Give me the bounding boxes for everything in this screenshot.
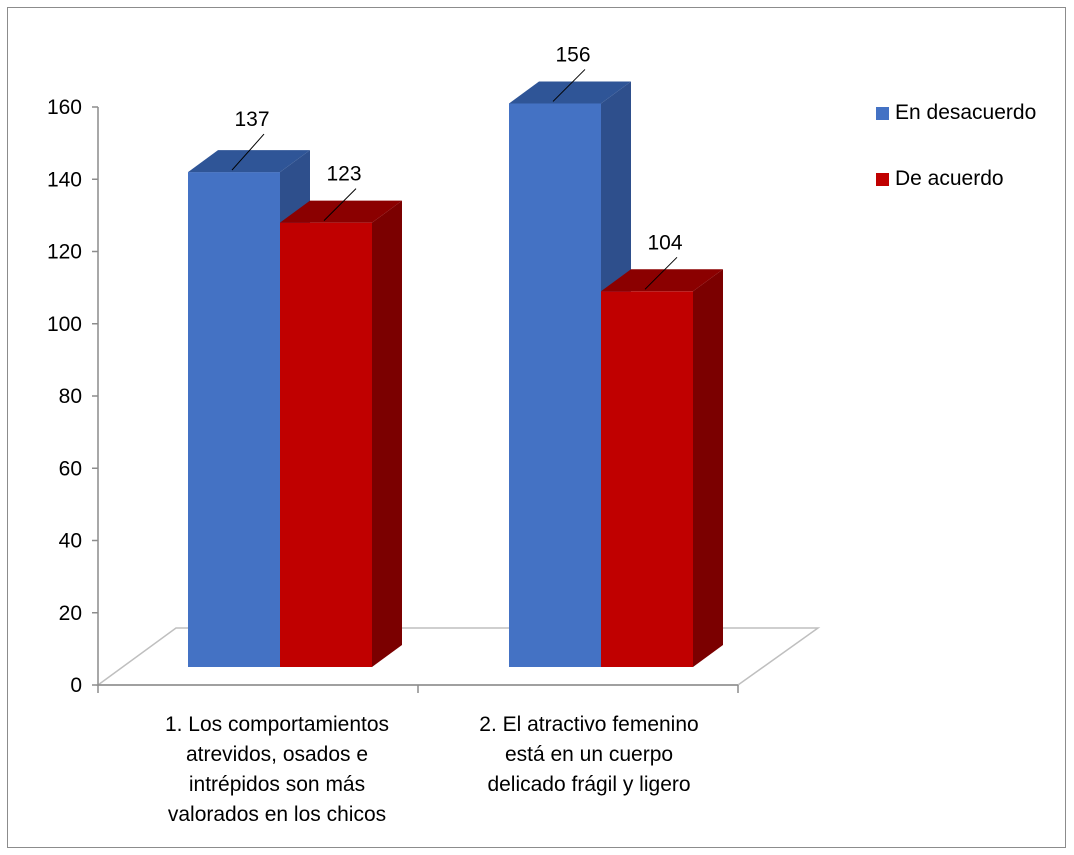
- legend-item-de-acuerdo: De acuerdo: [876, 166, 1036, 192]
- bar: [280, 222, 372, 667]
- category-label-1-line: valorados en los chicos: [167, 803, 387, 826]
- category-label-2: 2. El atractivo femenino está en un cuer…: [424, 710, 754, 800]
- data-label-leader: [552, 69, 586, 102]
- bar-side: [693, 269, 723, 667]
- data-label-leader: [644, 256, 678, 290]
- y-tick-label: 0: [70, 674, 82, 697]
- bar-top: [280, 200, 402, 223]
- category-label-1-line: 1. Los comportamientos: [164, 713, 390, 736]
- y-tick-label: 160: [47, 96, 82, 119]
- chart-frame: 0 20 40 60 80 100 120 140 160 137 123 156 104 En des…: [7, 7, 1066, 848]
- legend-swatch-en-desacuerdo: [876, 106, 889, 120]
- bar-top: [601, 269, 723, 292]
- category-label-1-line: atrevidos, osados e: [185, 743, 369, 766]
- y-tick-label: 140: [47, 168, 82, 191]
- bar: [601, 291, 693, 667]
- bar: [188, 172, 280, 667]
- category-label-1-line: intrépidos son más: [188, 773, 366, 796]
- bar-chart: 0 20 40 60 80 100 120 140 160 137 123 156 104: [47, 43, 821, 697]
- bar-top: [188, 150, 310, 173]
- data-label: 104: [647, 231, 682, 254]
- category-label-2-line: delicado frágil y ligero: [487, 773, 691, 796]
- data-label: 123: [326, 163, 361, 186]
- data-label: 156: [555, 43, 590, 66]
- bar: [509, 103, 601, 667]
- y-tick-label: 100: [47, 313, 82, 336]
- y-tick-label: 40: [59, 530, 82, 553]
- legend-label-de-acuerdo: De acuerdo: [895, 167, 1004, 190]
- category-label-1: 1. Los comportamientos atrevidos, osados…: [112, 710, 442, 830]
- data-label-leader: [231, 133, 265, 171]
- y-tick-label: 60: [59, 457, 82, 480]
- y-tick-label: 120: [47, 241, 82, 264]
- bar-side: [372, 200, 402, 667]
- legend: En desacuerdo De acuerdo: [876, 100, 1036, 232]
- category-label-2-line: 2. El atractivo femenino: [479, 713, 699, 736]
- data-label: 137: [234, 108, 269, 131]
- category-label-2-line: está en un cuerpo: [504, 743, 674, 766]
- legend-label-en-desacuerdo: En desacuerdo: [895, 101, 1037, 124]
- y-tick-label: 20: [59, 602, 82, 625]
- legend-swatch-de-acuerdo: [876, 172, 889, 186]
- data-label-leader: [323, 188, 357, 222]
- y-tick-label: 80: [59, 385, 82, 408]
- bar-top: [509, 81, 631, 104]
- legend-item-en-desacuerdo: En desacuerdo: [876, 100, 1036, 126]
